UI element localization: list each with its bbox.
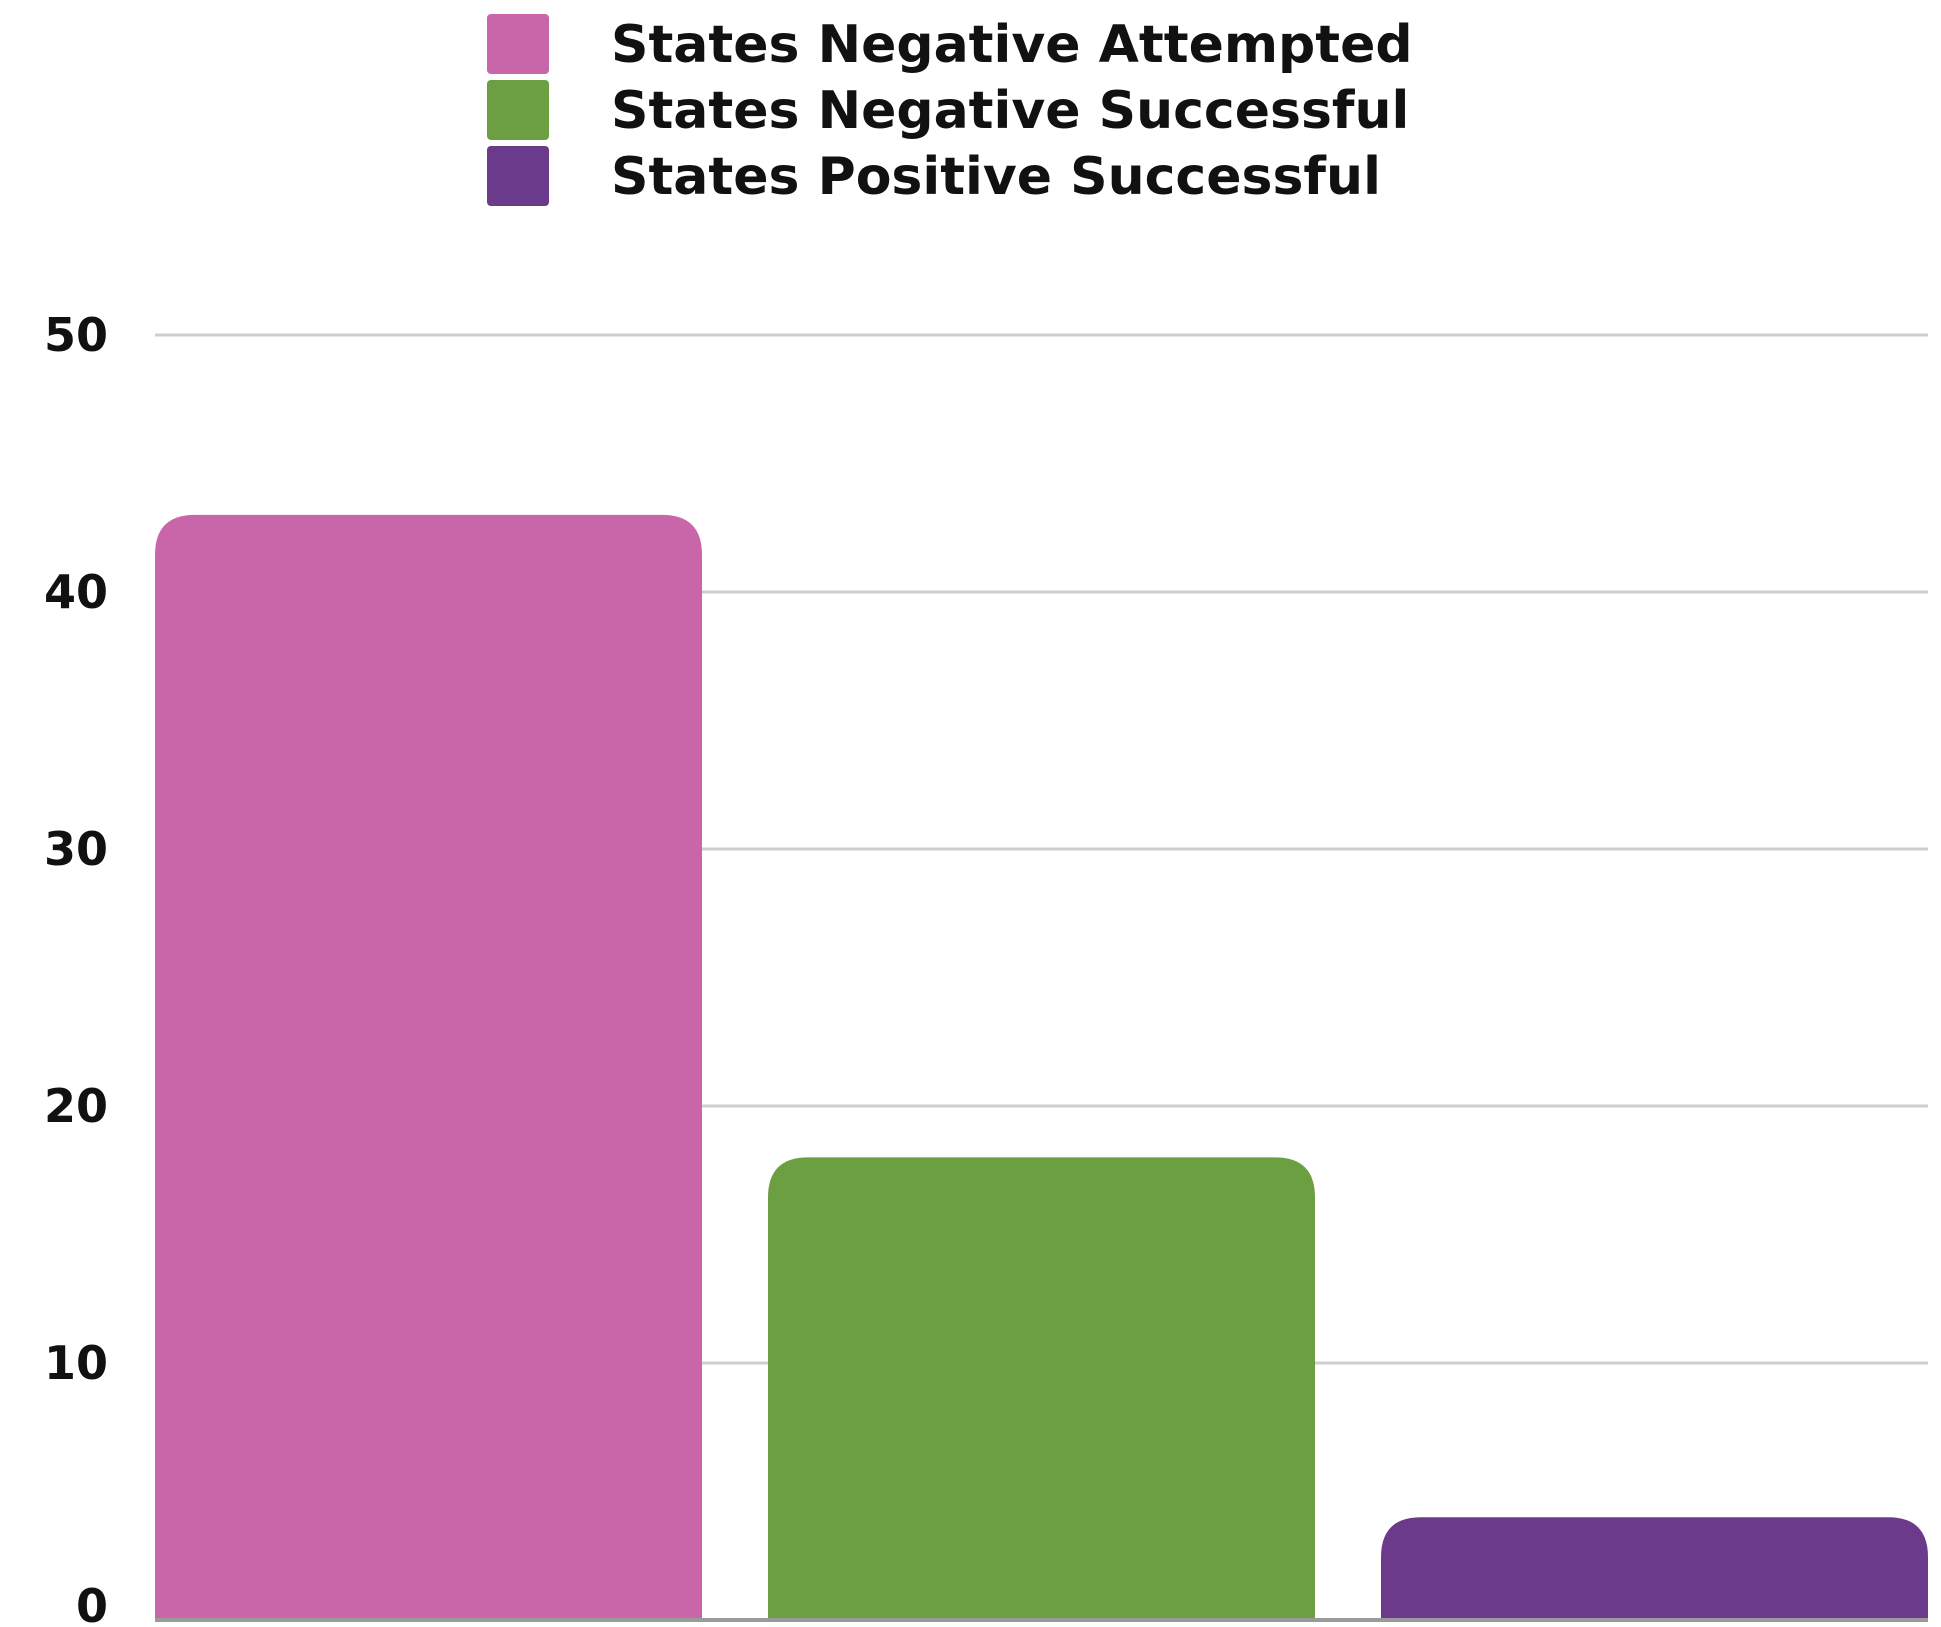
legend-label: States Negative Successful [611,81,1409,141]
y-tick-label: 30 [44,822,108,876]
y-tick-label: 50 [44,308,108,362]
y-tick-label: 10 [44,1336,108,1390]
legend-entry: States Negative Attempted [487,14,1413,75]
y-axis-ticks: 0 10 20 30 40 50 [44,308,108,1627]
bar [1381,1517,1928,1620]
legend: States Negative Attempted States Negativ… [487,14,1413,207]
bar [155,514,702,1620]
y-tick-label: 40 [44,565,108,619]
y-tick-label: 0 [76,1579,108,1627]
legend-label: States Positive Successful [611,147,1381,207]
legend-swatch [487,146,549,206]
bar [768,1157,1315,1620]
legend-label: States Negative Attempted [611,15,1413,75]
legend-swatch [487,80,549,140]
legend-swatch [487,14,549,74]
legend-entry: States Negative Successful [487,80,1409,141]
bars [155,514,1928,1620]
legend-entry: States Positive Successful [487,146,1381,207]
y-tick-label: 20 [44,1079,108,1133]
